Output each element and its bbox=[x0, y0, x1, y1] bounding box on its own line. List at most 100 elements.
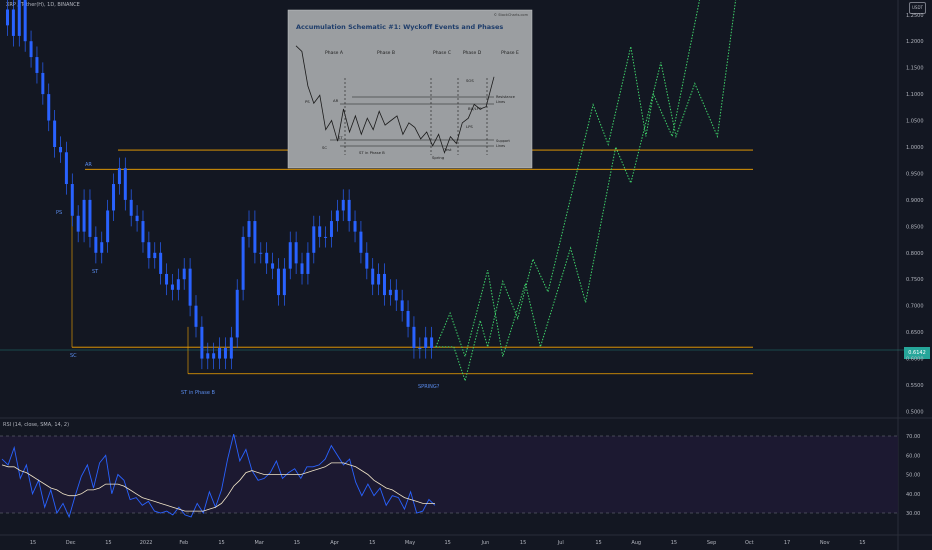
inset-event-label: LPS bbox=[466, 124, 473, 129]
price-tick-label: 1.2000 bbox=[906, 39, 924, 45]
candle-body bbox=[365, 252, 369, 269]
price-tick-label: 0.8500 bbox=[906, 224, 924, 230]
candle-body bbox=[170, 284, 174, 290]
candle-body bbox=[306, 252, 310, 274]
time-tick-label: Oct bbox=[745, 540, 754, 546]
inset-event-label: ST bbox=[338, 135, 343, 140]
price-tick-label: 0.7500 bbox=[906, 277, 924, 283]
candle-body bbox=[229, 337, 233, 359]
candle-body bbox=[165, 273, 169, 285]
candle-body bbox=[359, 231, 363, 253]
candle-body bbox=[424, 337, 428, 348]
candle-body bbox=[294, 242, 298, 264]
rsi-tick-label: 60.00 bbox=[906, 453, 920, 459]
candle-body bbox=[153, 252, 157, 259]
candle-body bbox=[194, 305, 198, 327]
rsi-tick-label: 50.00 bbox=[906, 473, 920, 479]
projection-path bbox=[435, 0, 737, 359]
candle-body bbox=[247, 221, 251, 237]
candle-body bbox=[430, 337, 434, 348]
inset-event-label: Test bbox=[443, 147, 452, 152]
time-tick-label: 15 bbox=[218, 540, 224, 546]
symbol-header: XRP / Tether(H), 1D, BINANCE bbox=[6, 2, 80, 8]
inset-watermark: © StockCharts.com bbox=[494, 13, 529, 17]
rsi-line bbox=[1, 433, 436, 519]
chart-annotation: PS bbox=[56, 210, 62, 216]
inset-price-path bbox=[295, 45, 495, 154]
candle-body bbox=[241, 236, 245, 290]
candle-body bbox=[288, 242, 292, 269]
rsi-band bbox=[0, 436, 898, 513]
candle-body bbox=[176, 279, 180, 290]
time-tick-label: May bbox=[405, 540, 415, 546]
candle-body bbox=[182, 268, 186, 280]
rsi-ma-line bbox=[1, 462, 435, 512]
candle-body bbox=[11, 9, 15, 36]
inset-event-label: ST in Phase B bbox=[359, 150, 385, 155]
candle-body bbox=[188, 268, 192, 306]
candle-body bbox=[70, 184, 74, 216]
time-tick-label: Nov bbox=[820, 540, 830, 546]
candle-body bbox=[341, 199, 345, 211]
candle-body bbox=[347, 199, 351, 222]
inset-phase-label: Phase D bbox=[463, 50, 482, 56]
price-tick-label: 0.5500 bbox=[906, 383, 924, 389]
time-tick-label: 17 bbox=[784, 540, 790, 546]
candle-body bbox=[318, 226, 322, 237]
candle-body bbox=[265, 252, 269, 264]
rsi-tick-label: 30.00 bbox=[906, 511, 920, 517]
rsi-indicator-label[interactable]: RSI (14, close, SMA, 14, 2) bbox=[3, 422, 70, 428]
candle-body bbox=[159, 252, 163, 274]
candle-body bbox=[123, 168, 127, 200]
candle-body bbox=[276, 268, 280, 296]
candle-body bbox=[29, 41, 33, 58]
time-tick-label: Jun bbox=[480, 540, 489, 546]
time-tick-label: 15 bbox=[445, 540, 451, 546]
candle-body bbox=[388, 289, 392, 296]
candle-body bbox=[312, 226, 316, 253]
time-tick-label: 15 bbox=[520, 540, 526, 546]
time-tick-label: Apr bbox=[330, 540, 340, 546]
inset-event-label: Lines bbox=[496, 100, 505, 104]
candle-body bbox=[282, 268, 286, 296]
candle-body bbox=[106, 210, 110, 243]
candle-body bbox=[394, 289, 398, 301]
time-tick-label: Feb bbox=[179, 540, 188, 546]
inset-event-label: Spring bbox=[432, 155, 445, 160]
price-tick-label: 0.5000 bbox=[906, 409, 924, 415]
chart-annotation: ST in Phase B bbox=[181, 390, 215, 396]
currency-badge[interactable]: USDT bbox=[909, 2, 926, 14]
candle-body bbox=[382, 273, 386, 296]
candle-body bbox=[41, 72, 45, 95]
price-tick-label: 1.1500 bbox=[906, 66, 924, 72]
candle-body bbox=[23, 0, 27, 42]
rsi-tick-label: 40.00 bbox=[906, 492, 920, 498]
candle-body bbox=[418, 348, 422, 349]
inset-event-label: Resistance bbox=[496, 95, 515, 99]
price-tick-label: 0.6500 bbox=[906, 330, 924, 336]
candle-body bbox=[324, 236, 328, 238]
projection-path bbox=[435, 0, 701, 383]
time-tick-label: 15 bbox=[671, 540, 677, 546]
time-tick-label: 15 bbox=[595, 540, 601, 546]
candle-body bbox=[253, 221, 257, 253]
candle-body bbox=[94, 236, 98, 253]
candle-body bbox=[271, 263, 275, 269]
candle-body bbox=[17, 0, 21, 36]
candle-body bbox=[371, 268, 375, 285]
time-tick-label: Jul bbox=[557, 540, 564, 546]
chart-annotation: ST bbox=[92, 269, 99, 275]
candle-body bbox=[6, 9, 9, 26]
inset-phase-label: Phase C bbox=[433, 50, 451, 56]
candle-body bbox=[206, 353, 210, 359]
inset-title: Accumulation Schematic #1: Wyckoff Event… bbox=[296, 23, 503, 31]
chart-annotation: AR bbox=[85, 162, 92, 168]
time-tick-label: Aug bbox=[631, 540, 641, 546]
candle-body bbox=[212, 353, 216, 359]
candle-body bbox=[35, 57, 39, 73]
candle-body bbox=[412, 326, 416, 348]
candle-body bbox=[88, 199, 92, 237]
candle-body bbox=[129, 199, 133, 216]
price-tick-label: 0.6000 bbox=[906, 357, 924, 363]
